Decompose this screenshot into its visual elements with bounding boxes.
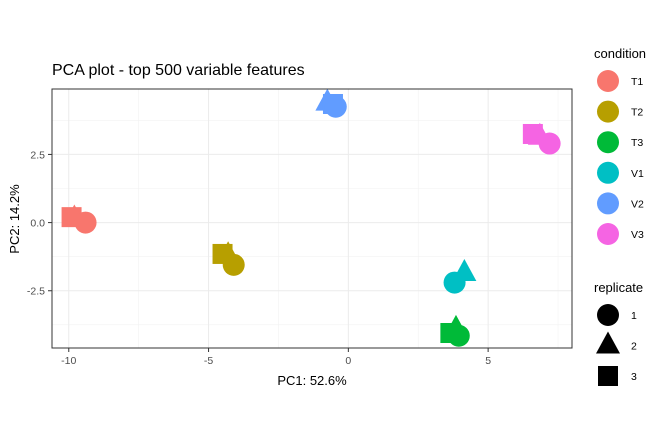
legend: condition T1 T2 T3 V1 V2 V3 replicate 1 2 3 bbox=[594, 46, 646, 386]
legend-key-replicate-3 bbox=[598, 366, 618, 386]
legend-label-replicate-3: 3 bbox=[631, 371, 637, 383]
legend-key-replicate-2 bbox=[596, 331, 620, 354]
x-tick-label: -10 bbox=[61, 355, 76, 367]
y-axis-label: PC2: 14.2% bbox=[7, 184, 22, 254]
legend-key-v2 bbox=[597, 192, 619, 215]
legend-label-v3: V3 bbox=[631, 229, 644, 241]
data-point bbox=[443, 271, 466, 294]
legend-key-replicate-1 bbox=[597, 304, 619, 326]
data-point bbox=[538, 132, 561, 155]
x-tick-label: -5 bbox=[204, 355, 213, 367]
panel-border bbox=[51, 88, 573, 349]
legend-label-v1: V1 bbox=[631, 168, 644, 180]
y-tick-label: -2.5 bbox=[27, 286, 45, 298]
legend-label-t2: T2 bbox=[631, 107, 643, 119]
data-point bbox=[324, 95, 347, 118]
data-point bbox=[222, 253, 245, 276]
legend-label-replicate-1: 1 bbox=[631, 310, 637, 322]
legend-key-v1 bbox=[597, 161, 619, 184]
plot-area: -10 -5 0 5 -2.5 0.0 2.5 bbox=[27, 88, 573, 367]
data-point bbox=[447, 324, 470, 347]
x-tick-label: 0 bbox=[345, 355, 351, 367]
x-tick-label: 5 bbox=[485, 355, 491, 367]
legend-key-t2 bbox=[597, 100, 619, 123]
x-axis-label: PC1: 52.6% bbox=[277, 373, 347, 388]
legend-key-v3 bbox=[597, 223, 619, 245]
data-point bbox=[74, 211, 97, 234]
y-tick-label: 0.0 bbox=[30, 218, 45, 230]
legend-label-replicate-2: 2 bbox=[631, 341, 637, 353]
chart-title: PCA plot - top 500 variable features bbox=[52, 62, 305, 79]
legend-key-t1 bbox=[597, 70, 619, 92]
legend-label-t1: T1 bbox=[631, 76, 643, 88]
color-legend-title: condition bbox=[594, 46, 646, 61]
legend-label-v2: V2 bbox=[631, 198, 644, 210]
shape-legend-title: replicate bbox=[594, 280, 643, 295]
legend-key-t3 bbox=[597, 131, 619, 154]
legend-label-t3: T3 bbox=[631, 137, 643, 149]
y-tick-label: 2.5 bbox=[30, 149, 45, 161]
